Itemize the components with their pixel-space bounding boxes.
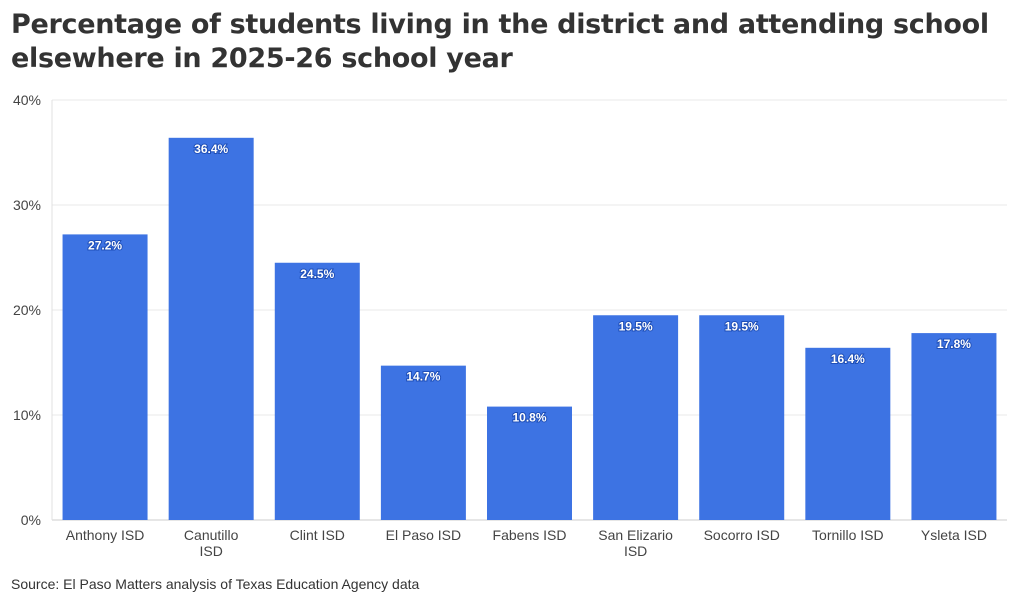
data-label: 24.5% [300, 267, 334, 281]
x-tick-label: Fabens ISD [493, 527, 567, 543]
x-tick-label: Tornillo ISD [812, 527, 884, 543]
data-label: 16.4% [831, 352, 865, 366]
data-label: 10.8% [512, 411, 546, 425]
bar [487, 406, 572, 520]
data-label: 36.4% [194, 142, 228, 156]
x-tick-label: Canutillo ISD [184, 527, 239, 559]
data-labels: 27.2% 36.4% 24.5% 14.7% 10.8% 19.5% 19.5% 16.4%… [87, 141, 972, 426]
y-tick-label: 40% [13, 92, 41, 108]
x-tick-label: Clint ISD [290, 527, 345, 543]
y-tick-label: 20% [13, 302, 41, 318]
data-label: 19.5% [619, 319, 653, 333]
bar [805, 347, 891, 520]
source-note: Source: El Paso Matters analysis of Texa… [11, 576, 420, 592]
data-label: 27.2% [88, 238, 122, 252]
data-label: 19.5% [725, 319, 759, 333]
x-tick-label: El Paso ISD [386, 527, 461, 543]
bar [593, 315, 679, 520]
x-tick-label: San Elizario ISD [598, 527, 673, 559]
bar [380, 365, 466, 520]
y-tick-label: 0% [21, 512, 41, 528]
bar [62, 234, 148, 520]
data-label: 17.8% [937, 337, 971, 351]
y-tick-label: 30% [13, 197, 41, 213]
bars [62, 137, 997, 521]
x-tick-label: Socorro ISD [704, 527, 780, 543]
data-label: 14.7% [406, 370, 440, 384]
x-tick-label: Ysleta ISD [921, 527, 987, 543]
bar [699, 315, 785, 520]
bar [274, 262, 360, 520]
bar [168, 137, 254, 521]
y-tick-label: 10% [13, 407, 41, 423]
x-axis-labels: Anthony ISD Canutillo ISD Clint ISD El Paso … [66, 527, 987, 559]
chart-title: Percentage of students living in the dis… [11, 9, 989, 74]
bar [911, 333, 997, 520]
x-tick-label: Anthony ISD [66, 527, 145, 543]
y-axis-ticks: 0% 10% 20% 30% 40% [13, 92, 41, 528]
